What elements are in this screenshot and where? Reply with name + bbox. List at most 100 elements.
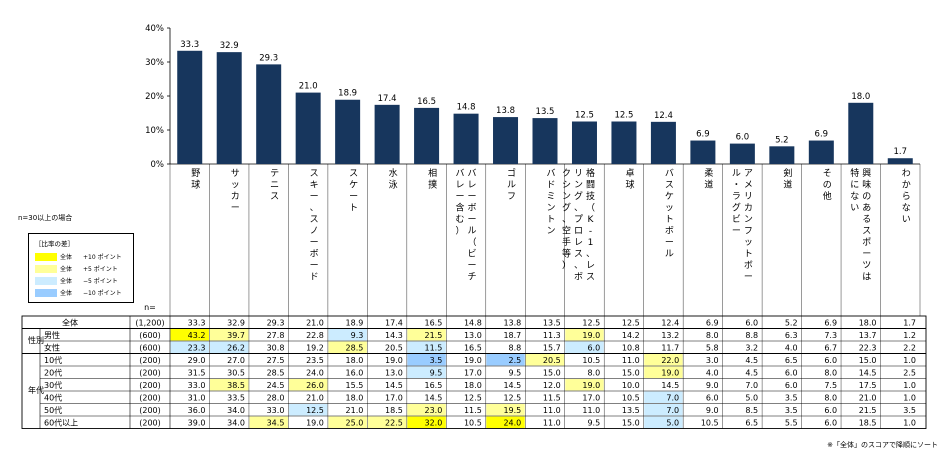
- table-cell-value: 19.0: [306, 419, 324, 428]
- bar-value-label: 33.3: [180, 40, 199, 50]
- table-cell-value: 17.0: [385, 394, 403, 403]
- highlight-cell: [525, 354, 565, 366]
- sort-note: ※「全体」のスコアで降順にソート: [827, 441, 938, 449]
- table-cell-value: 5.8: [706, 344, 719, 353]
- row-label: 40代: [44, 393, 62, 403]
- table-cell-value: 12.4: [661, 319, 679, 328]
- table-cell-value: 14.5: [425, 394, 443, 403]
- category-label: 水泳: [389, 167, 398, 191]
- table-cell-value: 39.0: [188, 419, 206, 428]
- category-label: スキー、スノーボード: [310, 169, 319, 283]
- legend-item-minus5: 全体 −5 ポイント: [35, 276, 118, 285]
- table-cell-value: 23.0: [425, 406, 443, 415]
- table-cell-value: 13.5: [543, 319, 561, 328]
- table-cell-value: 27.5: [267, 356, 285, 365]
- table-cell-value: 23.3: [188, 344, 206, 353]
- table-cell-value: 30.8: [267, 344, 285, 353]
- row-n: (1,200): [135, 319, 164, 328]
- table-cell-value: 34.5: [267, 419, 285, 428]
- legend-swatch: [35, 276, 57, 285]
- table-cell-value: 13.7: [859, 331, 877, 340]
- table-cell-value: 8.0: [706, 331, 719, 340]
- bar: [493, 117, 519, 164]
- table-cell-value: 10.0: [622, 381, 640, 390]
- table-cell-value: 8.8: [745, 331, 758, 340]
- table-cell-value: 7.0: [666, 394, 679, 403]
- table-cell-value: 21.5: [859, 406, 877, 415]
- bar-value-label: 32.9: [220, 41, 239, 51]
- table-cell-value: 26.0: [306, 381, 324, 390]
- category-label: スケート: [349, 169, 358, 214]
- bar: [848, 102, 874, 164]
- bar-value-label: 17.4: [378, 94, 397, 104]
- table-cell-value: 19.0: [661, 369, 679, 378]
- table-cell-value: 22.5: [385, 419, 403, 428]
- table-cell-value: 1.2: [903, 331, 916, 340]
- bar-value-label: 12.5: [575, 111, 594, 121]
- table-cell-value: 6.9: [824, 319, 837, 328]
- row-label: 50代: [44, 405, 62, 415]
- bar-value-label: 12.4: [654, 111, 673, 121]
- highlight-cell: [367, 416, 407, 428]
- highlight-cell: [407, 354, 446, 366]
- table-cell-value: 19.0: [582, 331, 600, 340]
- table-cell-value: 15.5: [346, 381, 364, 390]
- table-cell-value: 3.5: [903, 406, 916, 415]
- highlight-cell: [407, 416, 446, 428]
- table-cell-value: 6.0: [745, 319, 758, 328]
- table-cell-value: 16.0: [346, 369, 364, 378]
- y-tick-label: 40%: [145, 24, 164, 34]
- table-cell-value: 19.0: [464, 356, 482, 365]
- highlight-cell: [486, 416, 525, 428]
- category-label: バレーボール（ビーチバレー含む）: [456, 168, 477, 283]
- table-cell-value: 8.8: [509, 344, 522, 353]
- y-tick-label: 10%: [145, 126, 164, 136]
- legend-title: ［比率の差］: [35, 240, 74, 248]
- table-cell-value: 31.5: [188, 369, 206, 378]
- category-label: テニス: [270, 168, 279, 202]
- bar-value-label: 13.8: [496, 106, 515, 116]
- table-cell-value: 14.5: [859, 369, 877, 378]
- legend-item-label: 全体: [60, 278, 73, 285]
- table-cell-value: 17.4: [385, 319, 403, 328]
- bar: [887, 158, 913, 164]
- table-cell-value: 27.0: [227, 356, 245, 365]
- table-cell-value: 7.0: [745, 381, 758, 390]
- highlight-cell: [644, 416, 683, 428]
- table-cell-value: 12.0: [543, 381, 561, 390]
- table-cell-value: 29.3: [267, 319, 285, 328]
- table-cell-value: 10.5: [582, 356, 600, 365]
- highlight-cell: [565, 329, 604, 341]
- table-cell-value: 12.5: [464, 394, 482, 403]
- legend-swatch: [35, 264, 57, 273]
- table-cell-value: 1.0: [903, 419, 916, 428]
- table-cell-value: 11.0: [543, 419, 561, 428]
- highlight-cell: [407, 341, 446, 353]
- table-cell-value: 11.0: [622, 356, 640, 365]
- bar-value-label: 6.9: [696, 130, 710, 140]
- table-cell-value: 15.7: [543, 344, 561, 353]
- bar-value-label: 6.9: [815, 130, 829, 140]
- table-cell-value: 26.2: [227, 344, 245, 353]
- legend-item-label: 全体: [60, 266, 73, 273]
- table-cell-value: 9.3: [351, 331, 364, 340]
- table-cell-value: 2.5: [509, 356, 522, 365]
- table-cell-value: 2.2: [903, 344, 916, 353]
- category-label: 格闘技（ K -1 、レスリング、プロレス、ボクシング、空手等）: [562, 167, 595, 283]
- category-label: 卓球: [625, 167, 634, 191]
- table-cell-value: 3.5: [785, 394, 798, 403]
- table-cell-value: 14.3: [385, 331, 403, 340]
- table-cell-value: 6.0: [824, 406, 837, 415]
- table-cell-value: 2.5: [903, 369, 916, 378]
- table-cell-value: 36.0: [188, 406, 206, 415]
- table-cell-value: 29.0: [188, 356, 206, 365]
- table-border: [21, 315, 927, 429]
- table-cell-value: 14.5: [661, 381, 679, 390]
- table-cell-value: 21.0: [346, 406, 364, 415]
- table-cell-value: 6.0: [824, 356, 837, 365]
- highlight-cell: [288, 379, 328, 391]
- legend-swatch: [35, 252, 57, 261]
- category-label: その他: [823, 168, 832, 202]
- table-cell-value: 8.0: [824, 369, 837, 378]
- legend-item-label: 全体: [60, 254, 73, 261]
